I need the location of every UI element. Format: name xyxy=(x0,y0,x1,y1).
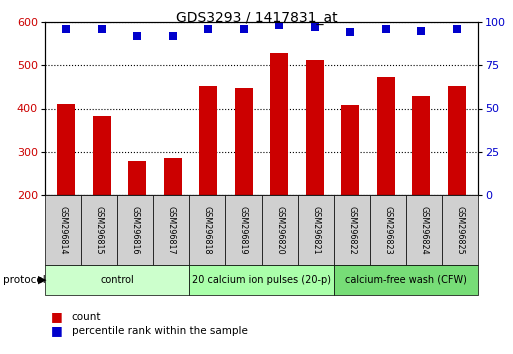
FancyBboxPatch shape xyxy=(153,195,189,265)
Text: ■: ■ xyxy=(51,310,63,324)
Point xyxy=(417,28,425,34)
Point xyxy=(133,33,142,39)
Text: control: control xyxy=(101,275,134,285)
Bar xyxy=(200,86,217,195)
FancyBboxPatch shape xyxy=(189,195,225,265)
Bar xyxy=(164,158,182,195)
FancyBboxPatch shape xyxy=(442,195,478,265)
Text: GSM296819: GSM296819 xyxy=(239,206,248,254)
Point xyxy=(62,26,70,32)
FancyBboxPatch shape xyxy=(333,195,370,265)
Point xyxy=(452,26,461,32)
FancyBboxPatch shape xyxy=(225,195,262,265)
Text: GSM296822: GSM296822 xyxy=(347,206,356,255)
Text: GSM296821: GSM296821 xyxy=(311,206,320,254)
Text: ▶: ▶ xyxy=(38,275,46,285)
Bar xyxy=(57,104,75,195)
FancyBboxPatch shape xyxy=(262,195,298,265)
FancyBboxPatch shape xyxy=(117,195,153,265)
Bar xyxy=(377,78,394,195)
Bar xyxy=(448,86,466,195)
FancyBboxPatch shape xyxy=(45,265,189,295)
Point xyxy=(169,33,177,39)
FancyBboxPatch shape xyxy=(81,195,117,265)
Text: protocol: protocol xyxy=(3,275,45,285)
Text: GSM296824: GSM296824 xyxy=(419,206,428,254)
Text: GSM296817: GSM296817 xyxy=(167,206,176,254)
Bar xyxy=(412,96,430,195)
Text: calcium-free wash (CFW): calcium-free wash (CFW) xyxy=(345,275,467,285)
Text: GSM296818: GSM296818 xyxy=(203,206,212,254)
Bar xyxy=(93,116,111,195)
Text: GSM296823: GSM296823 xyxy=(383,206,392,254)
Text: GSM296815: GSM296815 xyxy=(94,206,104,254)
Point xyxy=(275,23,283,28)
Bar xyxy=(341,105,359,195)
FancyBboxPatch shape xyxy=(45,195,81,265)
Text: ■: ■ xyxy=(51,325,63,337)
Text: percentile rank within the sample: percentile rank within the sample xyxy=(72,326,248,336)
Text: GSM296814: GSM296814 xyxy=(58,206,68,254)
Point xyxy=(311,24,319,30)
Text: GSM296820: GSM296820 xyxy=(275,206,284,254)
FancyBboxPatch shape xyxy=(406,195,442,265)
Bar xyxy=(270,53,288,195)
Text: GDS3293 / 1417831_at: GDS3293 / 1417831_at xyxy=(175,11,338,25)
Text: 20 calcium ion pulses (20-p): 20 calcium ion pulses (20-p) xyxy=(192,275,331,285)
Point xyxy=(346,29,354,35)
FancyBboxPatch shape xyxy=(189,265,333,295)
Point xyxy=(240,26,248,32)
Point xyxy=(382,26,390,32)
Text: count: count xyxy=(72,312,102,322)
Bar xyxy=(235,88,252,195)
FancyBboxPatch shape xyxy=(298,195,333,265)
FancyBboxPatch shape xyxy=(333,265,478,295)
Text: GSM296816: GSM296816 xyxy=(131,206,140,254)
Point xyxy=(204,26,212,32)
FancyBboxPatch shape xyxy=(370,195,406,265)
Point xyxy=(97,26,106,32)
Bar xyxy=(128,161,146,195)
Bar xyxy=(306,60,324,195)
Text: GSM296825: GSM296825 xyxy=(456,206,464,255)
